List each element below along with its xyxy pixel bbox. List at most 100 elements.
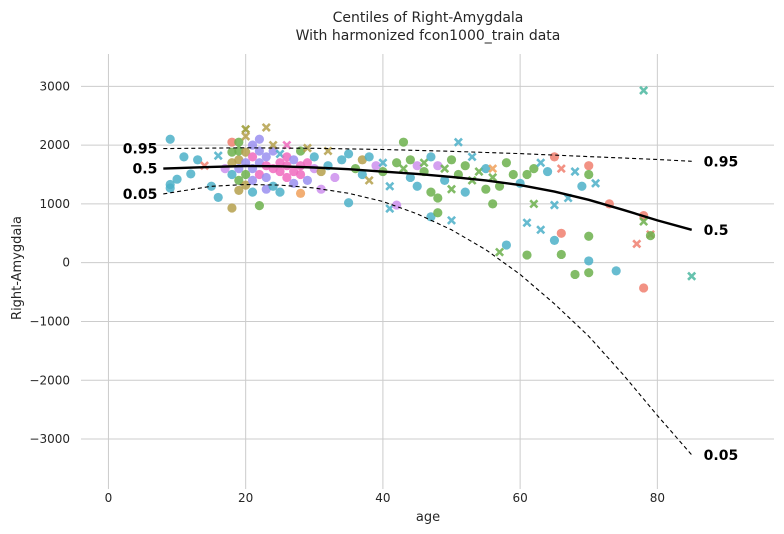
- y-tick-label: −2000: [29, 373, 70, 387]
- data-point: [241, 147, 251, 157]
- data-point-x: [639, 217, 649, 227]
- data-point: [165, 183, 175, 193]
- data-point: [282, 152, 292, 162]
- data-point: [295, 169, 306, 180]
- data-point: [227, 147, 237, 157]
- data-point: [316, 184, 326, 194]
- data-point: [446, 155, 457, 165]
- data-point: [206, 181, 216, 191]
- centile-label-start: 0.5: [133, 162, 158, 178]
- data-point: [275, 166, 285, 177]
- data-point-x: [549, 200, 559, 210]
- data-point: [426, 212, 436, 222]
- centile-curve-0_05: [163, 183, 693, 456]
- data-point: [433, 208, 443, 218]
- data-point: [542, 166, 553, 177]
- data-point: [460, 161, 470, 171]
- data-point: [577, 181, 587, 191]
- x-tick-label: 0: [105, 491, 113, 505]
- data-point: [295, 188, 306, 198]
- data-point: [584, 268, 594, 278]
- data-point: [584, 169, 594, 180]
- data-point: [186, 169, 196, 179]
- data-point: [639, 283, 649, 293]
- data-point: [234, 185, 244, 195]
- data-point: [268, 181, 278, 191]
- x-tick-label: 40: [375, 491, 390, 505]
- data-point: [227, 169, 237, 180]
- x-axis-label: age: [416, 510, 440, 525]
- data-point: [522, 169, 532, 180]
- data-point-x: [241, 124, 251, 134]
- data-point: [488, 199, 498, 209]
- data-point: [227, 203, 237, 213]
- data-point: [234, 137, 244, 147]
- y-tick-label: 3000: [39, 79, 70, 93]
- data-point: [426, 187, 436, 197]
- data-point: [302, 158, 313, 168]
- centile-curves: [163, 147, 693, 456]
- x-tick-label: 60: [512, 491, 527, 505]
- data-point-x: [446, 184, 457, 194]
- y-tick-label: −3000: [29, 432, 70, 446]
- x-tick-label: 80: [650, 491, 665, 505]
- data-point-x: [529, 199, 539, 209]
- data-point: [645, 231, 656, 241]
- data-point: [433, 193, 443, 203]
- data-point-x: [302, 143, 312, 153]
- data-point: [254, 146, 264, 156]
- data-point: [234, 155, 244, 165]
- data-point: [501, 240, 512, 250]
- data-point: [412, 161, 422, 171]
- data-point-x: [261, 122, 271, 132]
- data-point-x: [364, 175, 374, 185]
- data-point: [275, 158, 285, 168]
- centile-curve-0_95: [163, 147, 692, 162]
- data-point-x: [536, 225, 546, 235]
- data-point: [343, 198, 354, 208]
- data-point: [247, 187, 258, 197]
- data-point: [241, 169, 251, 180]
- data-point: [556, 249, 566, 260]
- data-point-x: [488, 164, 498, 174]
- data-point: [337, 155, 347, 165]
- chart-subtitle: With harmonized fcon1000_train data: [296, 28, 561, 44]
- data-point: [261, 152, 271, 162]
- data-point: [247, 152, 258, 162]
- data-point-x: [536, 158, 546, 168]
- data-points: [165, 85, 697, 293]
- data-point-x: [467, 152, 477, 162]
- data-point: [549, 152, 560, 162]
- data-point-x: [591, 178, 601, 188]
- data-point: [460, 187, 470, 197]
- data-point: [357, 169, 367, 180]
- data-point: [234, 175, 244, 185]
- data-point-x: [440, 164, 450, 174]
- y-tick-label: 2000: [39, 138, 70, 152]
- data-point: [549, 235, 560, 245]
- data-point: [405, 172, 415, 183]
- data-point: [433, 161, 443, 171]
- data-point: [309, 152, 319, 162]
- data-point: [275, 187, 285, 197]
- data-point: [289, 166, 299, 177]
- data-point: [392, 158, 402, 168]
- data-point: [405, 155, 415, 165]
- data-point: [261, 184, 271, 194]
- data-point: [247, 175, 258, 185]
- data-point: [494, 181, 505, 191]
- data-point-x: [398, 164, 409, 174]
- y-axis-label: Right-Amygdala: [10, 216, 25, 320]
- data-point-x: [385, 181, 395, 191]
- centile-labels: 0.95 0.95 0.5 0.5 0.05 0.05: [123, 142, 738, 464]
- data-point-x: [446, 215, 457, 225]
- data-point: [398, 137, 409, 147]
- data-point: [371, 161, 381, 171]
- centile-label-start: 0.95: [123, 142, 158, 158]
- data-point-x: [378, 158, 388, 168]
- data-point: [440, 175, 450, 185]
- data-point: [364, 152, 374, 162]
- data-point-x: [522, 218, 532, 228]
- data-point: [584, 256, 594, 266]
